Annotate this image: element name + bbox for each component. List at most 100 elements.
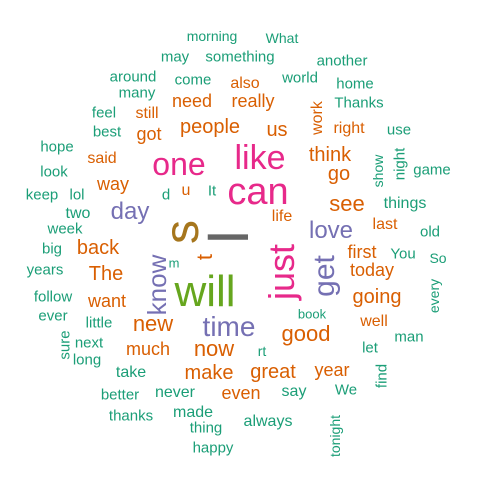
word: people — [179, 116, 241, 138]
word: little — [85, 314, 113, 332]
word: really — [231, 91, 275, 111]
word: new — [132, 311, 174, 336]
word: right — [333, 120, 365, 137]
word: will — [174, 267, 236, 316]
word: thanks — [108, 407, 154, 425]
word: say — [281, 383, 307, 400]
word: back — [76, 237, 120, 259]
word: show — [370, 154, 386, 188]
word: It — [207, 182, 217, 200]
word: work — [309, 101, 326, 135]
word: long — [72, 351, 102, 369]
word: may — [160, 48, 190, 66]
word: great — [250, 361, 296, 383]
word: said — [87, 150, 117, 167]
word: Thanks — [334, 94, 384, 112]
word: big — [41, 240, 63, 258]
word: love — [308, 217, 354, 244]
word: night — [391, 147, 409, 181]
word: years — [26, 261, 64, 279]
word: t — [192, 253, 217, 261]
word: still — [135, 105, 159, 122]
word: thing — [189, 419, 223, 437]
word: every — [426, 278, 442, 314]
word: rt — [257, 343, 267, 359]
word: going — [352, 286, 402, 308]
word: keep — [25, 186, 59, 204]
word: see — [329, 191, 365, 216]
word: around — [109, 68, 157, 86]
word: world — [282, 69, 318, 87]
word: another — [316, 52, 368, 70]
word: ever — [38, 307, 68, 325]
word: well — [360, 313, 388, 330]
word: u — [181, 182, 191, 199]
word: next — [74, 334, 104, 352]
word: made — [172, 404, 214, 421]
word: book — [297, 306, 327, 322]
word: even — [221, 383, 261, 403]
word: lol — [69, 186, 85, 204]
word: best — [92, 123, 122, 141]
word: like — [234, 139, 286, 177]
word: sure — [56, 330, 74, 360]
word: day — [110, 198, 150, 225]
word: need — [171, 91, 213, 111]
word: m — [168, 255, 180, 271]
word: want — [87, 291, 127, 311]
word: can — [227, 171, 289, 213]
word: use — [386, 121, 412, 139]
word: d — [161, 186, 171, 204]
word: many — [118, 84, 156, 102]
word: two — [65, 205, 91, 222]
word: home — [336, 75, 374, 93]
word: got — [136, 124, 162, 144]
word: think — [308, 144, 352, 166]
word: old — [419, 223, 441, 241]
word: time — [202, 311, 256, 342]
word: good — [281, 321, 331, 346]
word: things — [383, 195, 427, 212]
word: look — [40, 163, 68, 181]
word: now — [193, 336, 235, 361]
word: one — [152, 146, 206, 182]
word: take — [115, 364, 147, 381]
word: tonight — [327, 414, 343, 458]
word: today — [349, 260, 395, 280]
word: something — [205, 48, 275, 66]
word: always — [243, 413, 293, 430]
word: let — [362, 339, 378, 357]
word: year — [314, 360, 350, 380]
word: hope — [40, 138, 74, 156]
word: We — [334, 381, 358, 399]
word: game — [413, 161, 451, 179]
word: much — [125, 339, 171, 359]
word: know — [142, 254, 172, 316]
word: just — [261, 243, 302, 301]
word: find — [373, 363, 391, 389]
word: never — [154, 384, 196, 401]
word: feel — [91, 104, 117, 122]
word: get — [308, 255, 341, 297]
word: morning — [186, 28, 238, 44]
word: happy — [192, 439, 234, 457]
word: So — [429, 250, 447, 266]
word: The — [88, 263, 124, 285]
word: What — [265, 30, 299, 46]
word: go — [327, 163, 351, 185]
word: make — [184, 362, 234, 384]
word: way — [96, 174, 130, 194]
word: us — [266, 119, 288, 141]
word: come — [174, 71, 212, 89]
word: week — [47, 220, 83, 238]
word: first — [347, 242, 377, 262]
word: follow — [33, 288, 73, 306]
word: You — [390, 245, 416, 263]
word: life — [271, 208, 293, 225]
word: better — [100, 386, 140, 404]
word: also — [230, 75, 260, 92]
word: s — [156, 220, 209, 244]
word: last — [372, 216, 398, 233]
word: man — [394, 328, 424, 346]
